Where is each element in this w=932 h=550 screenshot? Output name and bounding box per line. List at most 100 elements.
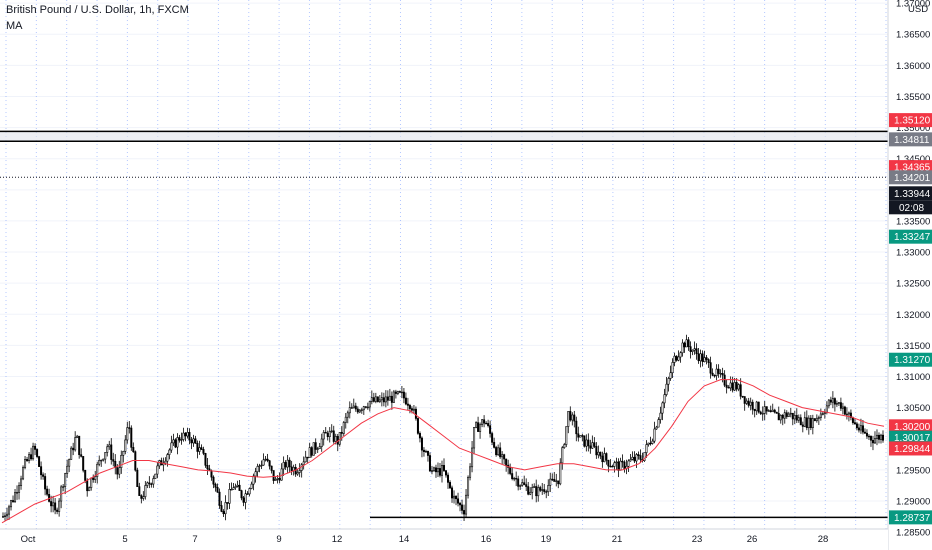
- candle-body: [667, 378, 670, 385]
- candle-body: [537, 487, 540, 497]
- price-tick-label: 1.33500: [896, 216, 930, 227]
- candle-body: [463, 510, 466, 515]
- candle-body: [150, 483, 153, 485]
- candle-body: [733, 382, 736, 391]
- candle-body: [110, 444, 113, 460]
- candle-body: [687, 339, 690, 347]
- price-tick-label: 1.32000: [896, 310, 930, 321]
- candle-body: [418, 433, 421, 439]
- candle-body: [156, 465, 159, 475]
- candle-body: [445, 470, 448, 476]
- candle-body: [807, 417, 810, 429]
- price-tick-label: 1.36000: [896, 61, 930, 72]
- price-tag-box: [889, 132, 932, 147]
- candle-body: [4, 515, 7, 517]
- candle-body: [519, 485, 522, 487]
- candle-body: [190, 439, 193, 444]
- candle-body: [322, 431, 325, 440]
- candle-body: [112, 459, 115, 462]
- price-tag-box: [889, 419, 932, 434]
- candle-body: [414, 408, 417, 419]
- candle-body: [298, 470, 301, 473]
- candle-body: [170, 442, 173, 451]
- candle-body: [501, 454, 504, 458]
- price-tag-label: 1.28737: [894, 513, 931, 524]
- candle-body: [789, 412, 792, 415]
- candle-body: [591, 442, 594, 449]
- candle-body: [657, 419, 660, 428]
- candle-body: [611, 466, 614, 468]
- candle-body: [344, 416, 347, 423]
- price-tick-label: 1.32500: [896, 279, 930, 290]
- candle-body: [34, 445, 37, 450]
- candle-body: [118, 467, 121, 475]
- candle-body: [815, 417, 818, 422]
- time-tick-label: 26: [747, 534, 758, 545]
- price-tick-label: 1.35000: [896, 123, 930, 134]
- candle-body: [72, 447, 75, 451]
- candle-body: [236, 484, 239, 487]
- candle-body: [615, 461, 618, 464]
- candle-body: [839, 402, 842, 409]
- candle-body: [631, 456, 634, 460]
- candle-body: [483, 419, 486, 424]
- candle-body: [517, 478, 520, 487]
- candle-body: [84, 469, 87, 481]
- candle-body: [551, 478, 554, 481]
- candle-body: [729, 382, 732, 389]
- candle-body: [651, 440, 654, 444]
- candle-body: [254, 471, 257, 477]
- candle-body: [354, 405, 357, 410]
- candle-body: [571, 414, 574, 421]
- candle-body: [653, 428, 656, 442]
- price-tick-label: 1.28500: [896, 528, 930, 539]
- candle-body: [332, 430, 335, 442]
- price-tag-box: [889, 441, 932, 456]
- candle-body: [284, 462, 287, 468]
- candle-body: [440, 465, 443, 476]
- candle-body: [152, 478, 155, 485]
- candle-body: [12, 500, 15, 502]
- candle-body: [769, 410, 772, 413]
- candle-body: [637, 454, 640, 456]
- candle-body: [697, 353, 700, 362]
- candle-body: [823, 412, 826, 415]
- candle-body: [675, 355, 678, 361]
- candle-body: [252, 475, 255, 485]
- candle-body: [412, 408, 415, 411]
- candle-body: [18, 485, 21, 493]
- candle-body: [543, 489, 546, 492]
- candle-body: [773, 409, 776, 413]
- candle-body: [525, 484, 528, 487]
- candle-body: [511, 473, 514, 480]
- candle-body: [767, 410, 770, 412]
- candle-body: [330, 430, 333, 432]
- price-tick-label: 1.29500: [896, 465, 930, 476]
- candle-body: [739, 384, 742, 397]
- candle-body: [374, 396, 377, 402]
- candle-body: [475, 422, 478, 428]
- candle-body: [741, 395, 744, 398]
- candle-body: [691, 349, 694, 352]
- candle-body: [649, 442, 652, 445]
- candle-body: [124, 439, 127, 452]
- candle-body: [599, 451, 602, 457]
- candle-body: [102, 458, 105, 461]
- candle-body: [122, 451, 125, 456]
- candle-body: [56, 509, 59, 512]
- price-tag-box: [889, 186, 932, 201]
- candle-body: [817, 417, 820, 419]
- candle-body: [194, 438, 197, 444]
- candle-body: [212, 476, 215, 485]
- candle-body: [701, 353, 704, 363]
- candle-body: [831, 398, 834, 403]
- candle-body: [499, 447, 502, 458]
- candle-body: [677, 356, 680, 361]
- time-tick-label: 28: [818, 534, 829, 545]
- candle-body: [20, 478, 23, 486]
- price-tag-label: 1.33944: [894, 189, 931, 200]
- candle-body: [587, 439, 590, 447]
- candle-body: [809, 417, 812, 429]
- price-tag-label: 1.35120: [894, 116, 931, 127]
